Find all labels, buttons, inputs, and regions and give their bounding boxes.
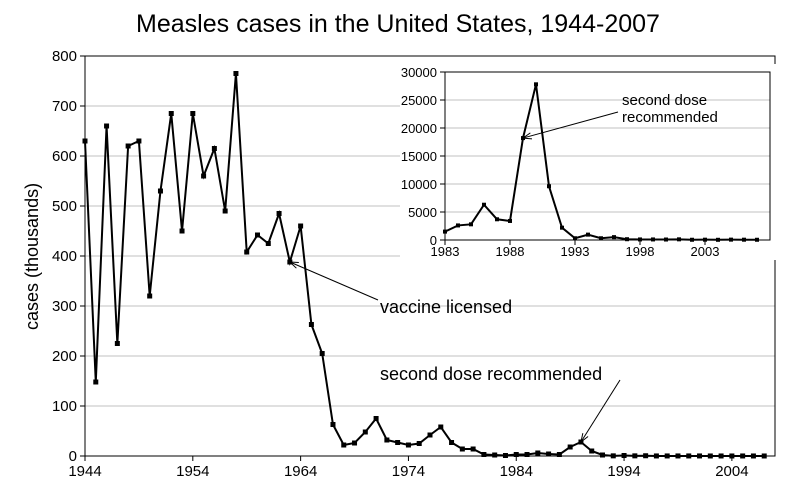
inset-chart: 0500010000150002000025000300001983198819… xyxy=(0,0,796,500)
svg-text:1988: 1988 xyxy=(496,244,525,259)
svg-text:1993: 1993 xyxy=(561,244,590,259)
svg-text:15000: 15000 xyxy=(401,149,437,164)
svg-text:1998: 1998 xyxy=(626,244,655,259)
svg-text:25000: 25000 xyxy=(401,93,437,108)
svg-text:30000: 30000 xyxy=(401,65,437,80)
svg-text:20000: 20000 xyxy=(401,121,437,136)
svg-text:10000: 10000 xyxy=(401,177,437,192)
annotation-text: recommended xyxy=(622,109,718,126)
annotation-text: second dose xyxy=(622,92,707,109)
svg-text:5000: 5000 xyxy=(408,205,437,220)
svg-text:1983: 1983 xyxy=(431,244,460,259)
svg-text:2003: 2003 xyxy=(691,244,720,259)
